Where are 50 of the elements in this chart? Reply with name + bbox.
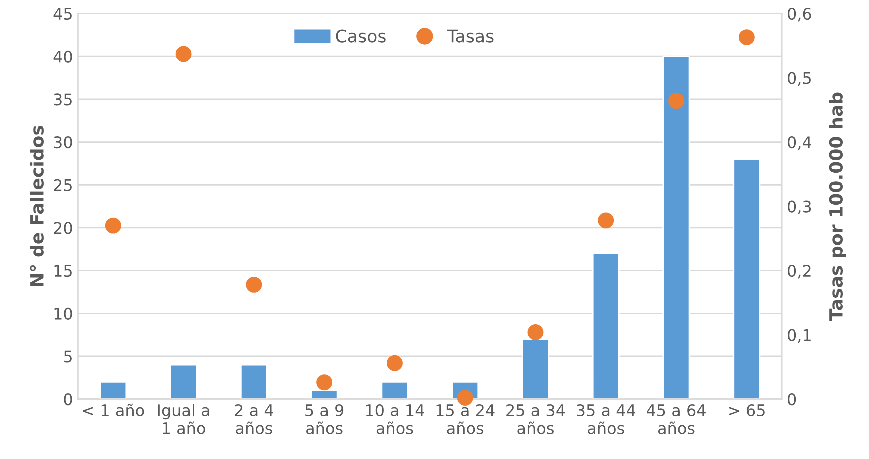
bar [100, 382, 128, 400]
y-tick-label: 20 [54, 222, 72, 234]
point [105, 218, 122, 234]
point [738, 30, 755, 46]
y-tick-label: 25 [54, 179, 72, 192]
bar [310, 390, 338, 400]
y2-tick-label: 0 [788, 394, 796, 406]
y2-tick-label: 0,4 [788, 136, 812, 150]
bar [240, 364, 268, 400]
point [528, 324, 544, 340]
x-tick-label: Igual a 1 año [158, 404, 210, 434]
y-tick-label: 35 [54, 94, 72, 106]
point [316, 374, 333, 391]
x-tick-label: 15 a 24 años [436, 404, 495, 434]
x-tick-label: 2 a 4 años [235, 404, 274, 434]
y2-tick-label: 0,2 [788, 265, 811, 279]
x-tick-label: 45 a 64 años [647, 404, 706, 434]
y2-tick-label: 0,5 [788, 72, 811, 86]
point [668, 93, 684, 110]
bar [522, 338, 550, 400]
x-tick-label: < 1 año [83, 404, 144, 417]
y-tick-label: 0 [64, 394, 72, 406]
point [176, 46, 192, 62]
y2-tick-label: 0,3 [788, 200, 812, 214]
y-axis-title: N° de Fallecidos [30, 126, 44, 286]
x-tick-label: > 65 [729, 404, 765, 417]
point [457, 390, 474, 406]
bar [662, 56, 690, 400]
y2-axis-title: Tasas por 100.000 hab [829, 92, 847, 322]
x-tick-label: 25 a 34 años [506, 404, 566, 434]
bar [592, 252, 620, 400]
y-tick-label: 10 [54, 308, 72, 320]
point [598, 212, 614, 229]
x-tick-label: 35 a 44 años [577, 404, 636, 434]
y2-tick-label: 0,6 [788, 8, 812, 22]
x-tick-label: 5 a 9 años [306, 404, 344, 434]
y-tick-label: 5 [64, 350, 72, 363]
legend-label: Tasas [447, 30, 494, 43]
legend-label: Casos [336, 30, 386, 43]
y2-tick-label: 0,1 [788, 329, 811, 343]
bar [381, 382, 409, 400]
point [386, 355, 403, 372]
y-tick-label: 40 [54, 50, 72, 63]
bar [733, 158, 761, 400]
bar [170, 364, 198, 400]
x-tick-label: 10 a 14 años [366, 404, 424, 434]
point [246, 276, 262, 293]
y-tick-label: 45 [54, 8, 72, 20]
y-tick-label: 30 [54, 136, 72, 149]
y-tick-label: 15 [54, 265, 72, 278]
